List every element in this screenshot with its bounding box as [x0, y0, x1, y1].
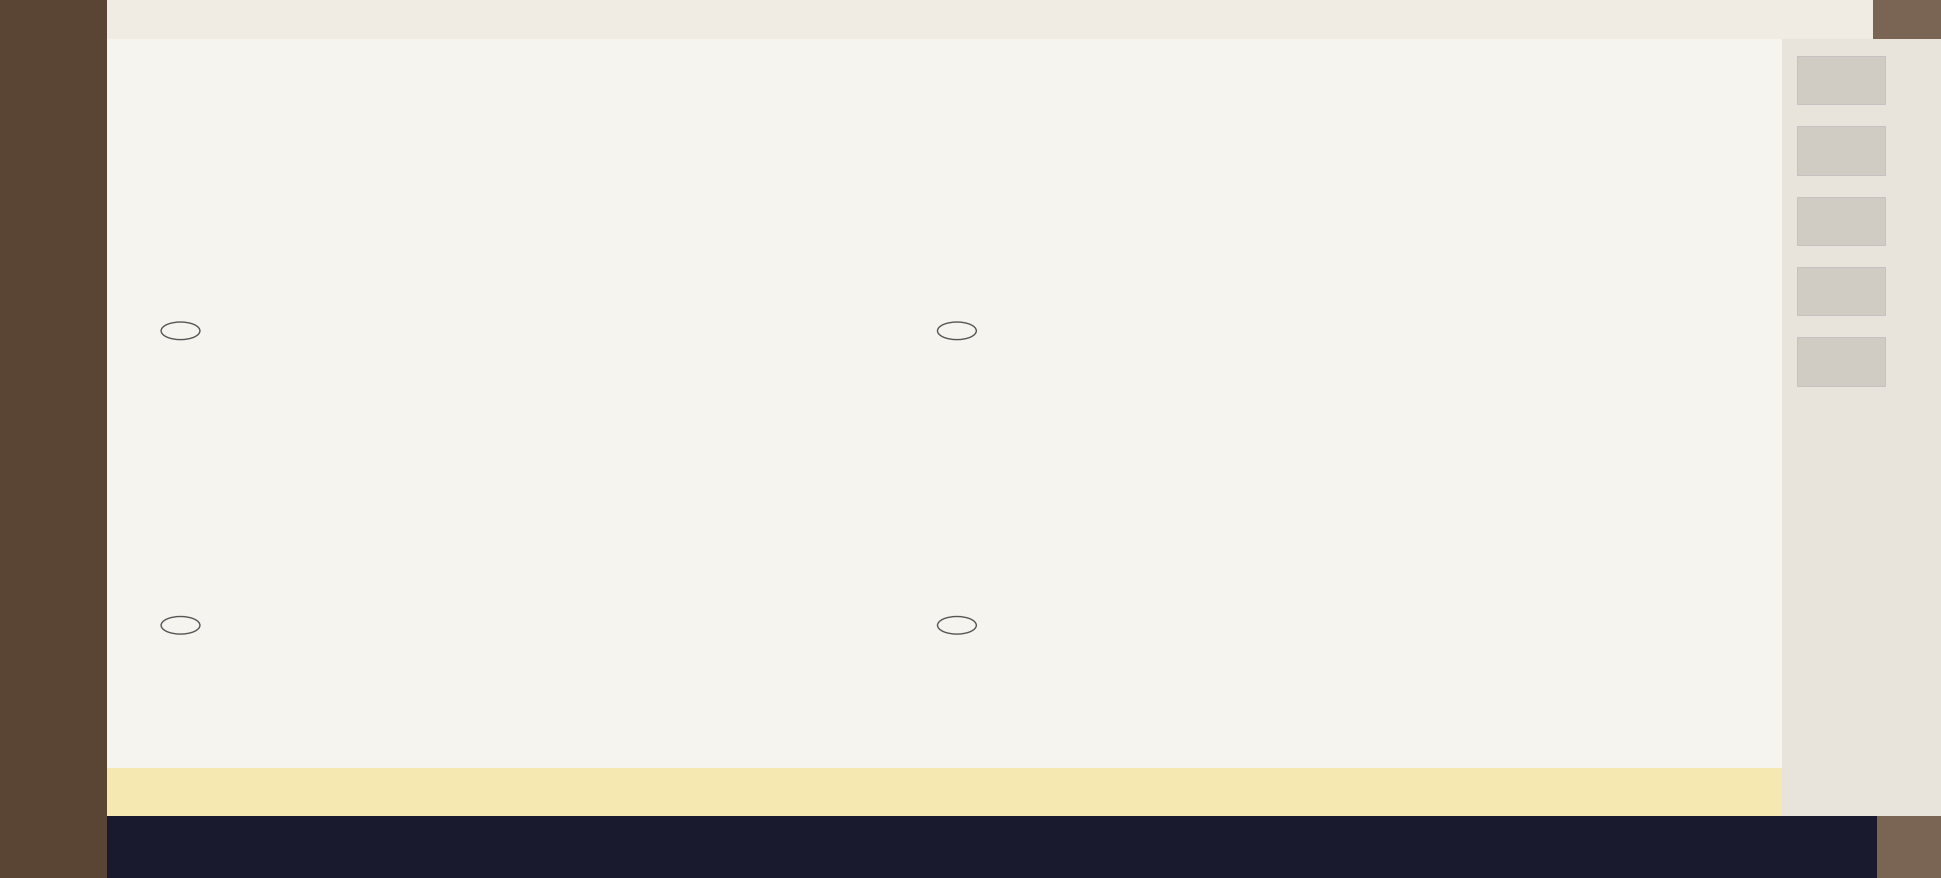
- Text: x: x: [1351, 476, 1357, 486]
- X-axis label: Height (cm): Height (cm): [1141, 788, 1198, 799]
- Text: x: x: [575, 476, 580, 486]
- Point: [307, 419, 338, 433]
- Y-axis label: Arm span (cm): Arm span (cm): [188, 589, 200, 662]
- Text: 10/28/2024: 10/28/2024: [1479, 861, 1531, 870]
- Text: a. Select a scatter plot using the data in the table.: a. Select a scatter plot using the data …: [126, 238, 443, 250]
- Point: [435, 667, 466, 681]
- Point: [1196, 295, 1227, 309]
- X-axis label: Height (cm): Height (cm): [1141, 494, 1198, 505]
- Point: [1211, 713, 1242, 727]
- Point: [1083, 419, 1114, 433]
- Point: [1157, 642, 1188, 656]
- Y-axis label: Arm span (cm): Arm span (cm): [965, 295, 976, 368]
- Point: [1083, 550, 1114, 564]
- Text: 153   154   163   168   170: 153 154 163 168 170: [419, 140, 586, 153]
- Point: [313, 589, 344, 603]
- Point: [419, 295, 450, 309]
- Text: 148   155   159   167   173: 148 155 159 167 173: [419, 191, 586, 204]
- Y-axis label: Arm span (cm): Arm span (cm): [188, 295, 200, 368]
- Text: Arm Span (cm), y: Arm Span (cm), y: [140, 191, 262, 204]
- Point: [1211, 255, 1242, 270]
- Text: y: y: [217, 164, 223, 175]
- X-axis label: Height (cm): Height (cm): [365, 494, 421, 505]
- Text: Height (cm), x: Height (cm), x: [140, 140, 241, 153]
- Point: [380, 348, 411, 362]
- Text: y: y: [994, 164, 1000, 175]
- Point: [313, 373, 344, 387]
- Text: x: x: [1351, 770, 1357, 780]
- Text: 7:59 PM: 7:59 PM: [1491, 839, 1531, 849]
- X-axis label: Height (cm): Height (cm): [365, 788, 421, 799]
- Text: y = x: y = x: [126, 781, 159, 795]
- Text: The table shows the heights and arm spans of five people.: The table shows the heights and arm span…: [266, 67, 633, 80]
- Text: Q  Search: Q Search: [743, 839, 798, 849]
- Bar: [126, 121, 763, 171]
- Point: [1196, 667, 1227, 681]
- Text: y: y: [217, 458, 223, 469]
- Point: [1157, 348, 1188, 362]
- Text: x: x: [575, 770, 580, 780]
- Point: [1089, 373, 1120, 387]
- Text: INVESTIGATE: INVESTIGATE: [126, 67, 225, 80]
- Text: b. Which equation best describes the line of fit?: b. Which equation best describes the lin…: [126, 743, 427, 756]
- Point: [380, 536, 411, 551]
- Bar: [126, 171, 763, 222]
- Y-axis label: Arm span (cm): Arm span (cm): [965, 589, 976, 662]
- Text: y: y: [994, 458, 1000, 469]
- Point: [307, 550, 338, 564]
- Point: [1089, 589, 1120, 603]
- Point: [419, 642, 450, 656]
